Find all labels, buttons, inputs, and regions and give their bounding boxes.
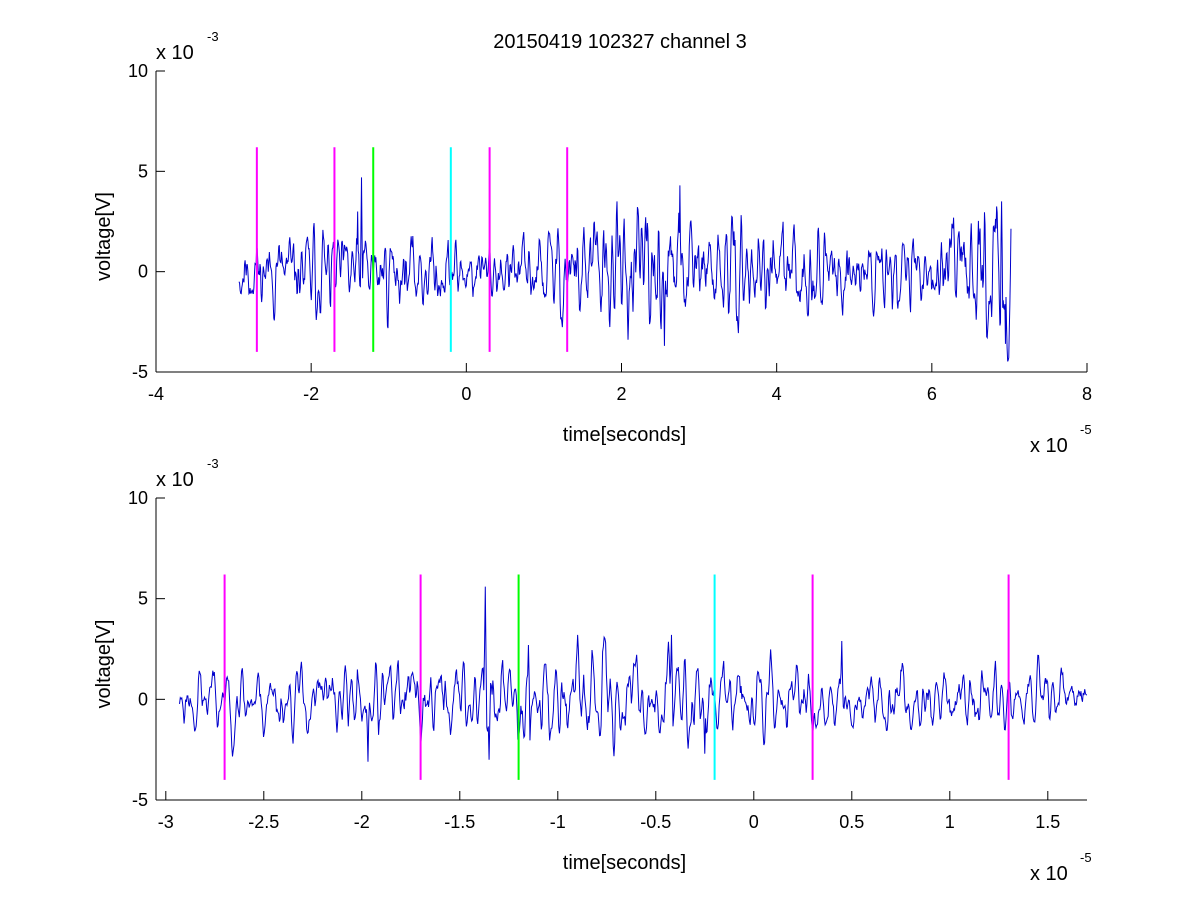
x-tick-label: -1 (550, 812, 566, 832)
y-exponent: -3 (207, 29, 219, 44)
y-exponent: -3 (207, 456, 219, 471)
x-tick-label: 1 (945, 812, 955, 832)
y-tick-label: 10 (128, 488, 148, 508)
x-tick-label: 0.5 (839, 812, 864, 832)
x-axis-label: time[seconds] (563, 852, 686, 874)
y-axis-label: voltage[V] (93, 620, 115, 709)
y-multiplier: x 10 (156, 42, 194, 64)
x-tick-label: -1.5 (444, 812, 475, 832)
y-tick-label: 0 (138, 689, 148, 709)
x-tick-label: -2 (354, 812, 370, 832)
x-tick-label: -3 (158, 812, 174, 832)
signal-trace (179, 586, 1087, 762)
x-tick-label: 0 (749, 812, 759, 832)
y-tick-label: 0 (138, 262, 148, 282)
x-tick-label: -0.5 (640, 812, 671, 832)
bottom-plot: -3 -2.5 -2 -1.5 -1 -0.5 0 0.5 1 1.5 -5 0 5 10 time[sec… (93, 456, 1092, 885)
figure-title: 20150419 102327 channel 3 (493, 31, 747, 53)
top-plot: -4 -2 0 2 4 6 8 -5 0 5 10 time[seconds] voltage[V] x … (93, 29, 1092, 457)
y-tick-label: 5 (138, 161, 148, 181)
x-multiplier: x 10 (1030, 863, 1068, 885)
x-exponent: -5 (1080, 422, 1092, 437)
x-tick-label: 4 (772, 384, 782, 404)
x-tick-label: 8 (1082, 384, 1092, 404)
y-tick-label: -5 (132, 362, 148, 382)
y-axis-label: voltage[V] (93, 192, 115, 281)
x-tick-label: 2 (616, 384, 626, 404)
x-tick-label: -2.5 (248, 812, 279, 832)
signal-trace (238, 177, 1012, 362)
y-tick-label: 5 (138, 589, 148, 609)
x-tick-label: 6 (927, 384, 937, 404)
y-multiplier: x 10 (156, 469, 194, 491)
x-multiplier: x 10 (1030, 435, 1068, 457)
x-tick-label: 0 (461, 384, 471, 404)
y-tick-label: -5 (132, 790, 148, 810)
x-tick-label: -4 (148, 384, 164, 404)
x-axis-label: time[seconds] (563, 424, 686, 446)
y-tick-label: 10 (128, 61, 148, 81)
x-tick-label: -2 (303, 384, 319, 404)
x-exponent: -5 (1080, 850, 1092, 865)
x-tick-label: 1.5 (1035, 812, 1060, 832)
